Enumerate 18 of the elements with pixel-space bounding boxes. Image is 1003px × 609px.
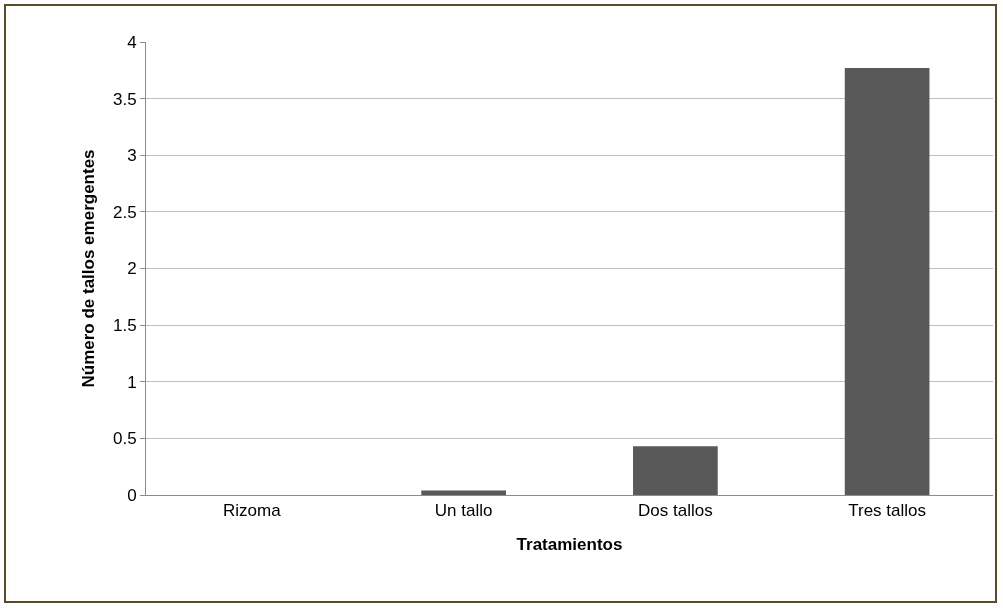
y-tick-label: 1	[127, 372, 137, 392]
x-tick-label: Un tallo	[434, 501, 493, 521]
y-tick-label: 2	[127, 259, 137, 279]
y-tick-label: 3.5	[112, 89, 137, 109]
y-tick-label: 4	[127, 32, 137, 52]
y-tick-label: 0.5	[112, 429, 137, 449]
x-axis-title: Tratamientos	[516, 534, 623, 554]
x-tick-label: Dos tallos	[638, 501, 713, 521]
bar	[421, 490, 506, 495]
y-tick-label: 2.5	[112, 202, 137, 222]
y-tick-label: 0	[127, 485, 137, 505]
x-tick-label: Rizoma	[223, 501, 282, 521]
y-tick-label: 3	[127, 146, 137, 166]
x-tick-label: Tres tallos	[848, 501, 927, 521]
bar	[633, 446, 718, 495]
y-axis-title: Número de tallos emergentes	[78, 149, 98, 388]
bar	[844, 68, 930, 495]
y-tick-label: 1.5	[112, 316, 137, 336]
